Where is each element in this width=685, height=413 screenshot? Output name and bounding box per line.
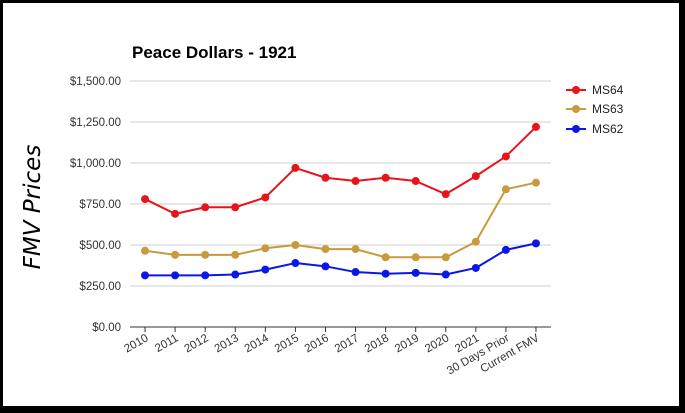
data-point-ms62[interactable] xyxy=(171,271,180,280)
x-tick-label: 2019 xyxy=(393,332,421,355)
y-tick-label: $1,000.00 xyxy=(70,158,121,170)
data-point-ms63[interactable] xyxy=(351,245,360,254)
data-point-ms64[interactable] xyxy=(291,163,300,172)
data-point-ms63[interactable] xyxy=(471,237,480,246)
data-point-ms62[interactable] xyxy=(501,245,510,254)
data-point-ms62[interactable] xyxy=(291,259,300,268)
series-line-ms63 xyxy=(144,181,537,259)
x-tick-label: 2016 xyxy=(303,332,331,355)
legend-label-ms62: MS62 xyxy=(592,121,624,136)
x-axis-ticks: 2010 2011 2012 2013 2014 2015 2016 2017 2018 2019… xyxy=(122,327,542,377)
x-tick-label: 2015 xyxy=(273,332,301,355)
data-point-ms63[interactable] xyxy=(171,250,180,259)
data-point-ms64[interactable] xyxy=(201,203,210,212)
data-point-ms62[interactable] xyxy=(531,239,540,248)
data-point-ms62[interactable] xyxy=(411,268,420,277)
data-point-ms64[interactable] xyxy=(141,195,150,204)
data-point-ms62[interactable] xyxy=(231,270,240,279)
x-tick-label: 2013 xyxy=(213,332,241,355)
y-tick-label: $500.00 xyxy=(79,240,121,252)
y-tick-label: $0.00 xyxy=(92,322,121,334)
legend-label-ms64: MS64 xyxy=(592,82,624,97)
series-line-ms62 xyxy=(145,242,537,277)
data-point-ms64[interactable] xyxy=(171,209,180,218)
data-point-ms63[interactable] xyxy=(501,185,510,194)
line-chart: $0.00 $250.00 $500.00 $750.00 $1,000.00 $1,25… xyxy=(70,76,551,377)
data-point-ms63[interactable] xyxy=(231,250,240,259)
data-point-ms63[interactable] xyxy=(531,178,540,187)
data-point-ms63[interactable] xyxy=(381,253,390,262)
data-point-ms62[interactable] xyxy=(321,262,330,271)
chart-title: Peace Dollars - 1921 xyxy=(132,43,297,62)
x-tick-label: 2012 xyxy=(183,332,211,355)
data-point-ms64[interactable] xyxy=(531,122,540,131)
legend: MS64 MS63 MS62 xyxy=(566,80,623,139)
series-line-ms64 xyxy=(144,126,537,215)
data-point-ms64[interactable] xyxy=(321,173,330,182)
y-tick-label: $750.00 xyxy=(79,199,121,211)
data-point-ms63[interactable] xyxy=(411,253,420,262)
legend-item-ms64[interactable]: MS64 xyxy=(566,80,623,100)
data-point-ms62[interactable] xyxy=(351,268,360,277)
data-point-ms63[interactable] xyxy=(441,253,450,262)
data-point-ms62[interactable] xyxy=(381,269,390,278)
legend-item-ms62[interactable]: MS62 xyxy=(566,119,623,139)
x-tick-label: 2018 xyxy=(363,332,391,355)
data-point-ms64[interactable] xyxy=(441,190,450,199)
data-point-ms64[interactable] xyxy=(381,173,390,182)
data-point-ms62[interactable] xyxy=(261,265,270,274)
x-tick-label: 2014 xyxy=(243,332,272,355)
series-ms64 xyxy=(141,122,540,218)
y-tick-label: $1,250.00 xyxy=(70,117,121,129)
data-point-ms62[interactable] xyxy=(141,271,150,280)
y-tick-label: $1,500.00 xyxy=(70,76,121,88)
data-point-ms63[interactable] xyxy=(321,245,330,254)
data-point-ms64[interactable] xyxy=(501,152,510,161)
legend-swatch-ms62 xyxy=(566,124,586,134)
data-point-ms63[interactable] xyxy=(141,246,150,255)
y-tick-label: $250.00 xyxy=(79,281,121,293)
chart-frame: $0.00 $250.00 $500.00 $750.00 $1,000.00 $1,25… xyxy=(3,3,679,406)
x-tick-label: 2017 xyxy=(333,332,361,355)
series-ms63 xyxy=(141,178,540,262)
data-point-ms63[interactable] xyxy=(201,250,210,259)
data-point-ms64[interactable] xyxy=(411,177,420,186)
data-point-ms64[interactable] xyxy=(261,193,270,202)
legend-swatch-ms63 xyxy=(566,104,586,114)
legend-label-ms63: MS63 xyxy=(592,102,624,117)
data-point-ms63[interactable] xyxy=(261,244,270,253)
y-axis-ticks: $0.00 $250.00 $500.00 $750.00 $1,000.00 $1,25… xyxy=(70,76,121,334)
series-ms62 xyxy=(141,239,540,280)
legend-item-ms63[interactable]: MS63 xyxy=(566,100,623,120)
data-point-ms62[interactable] xyxy=(201,271,210,280)
data-point-ms63[interactable] xyxy=(291,241,300,249)
x-tick-label: 2020 xyxy=(423,332,451,355)
data-point-ms62[interactable] xyxy=(471,263,480,272)
legend-swatch-ms64 xyxy=(566,85,586,95)
series-lines xyxy=(141,122,540,280)
x-tick-label: 2010 xyxy=(122,332,150,355)
x-tick-label: 2011 xyxy=(153,332,180,355)
y-axis-label: FMV Prices xyxy=(20,144,46,270)
data-point-ms64[interactable] xyxy=(471,172,480,181)
data-point-ms62[interactable] xyxy=(441,270,450,279)
gridlines xyxy=(130,80,551,287)
data-point-ms64[interactable] xyxy=(351,177,360,186)
data-point-ms64[interactable] xyxy=(231,203,240,212)
